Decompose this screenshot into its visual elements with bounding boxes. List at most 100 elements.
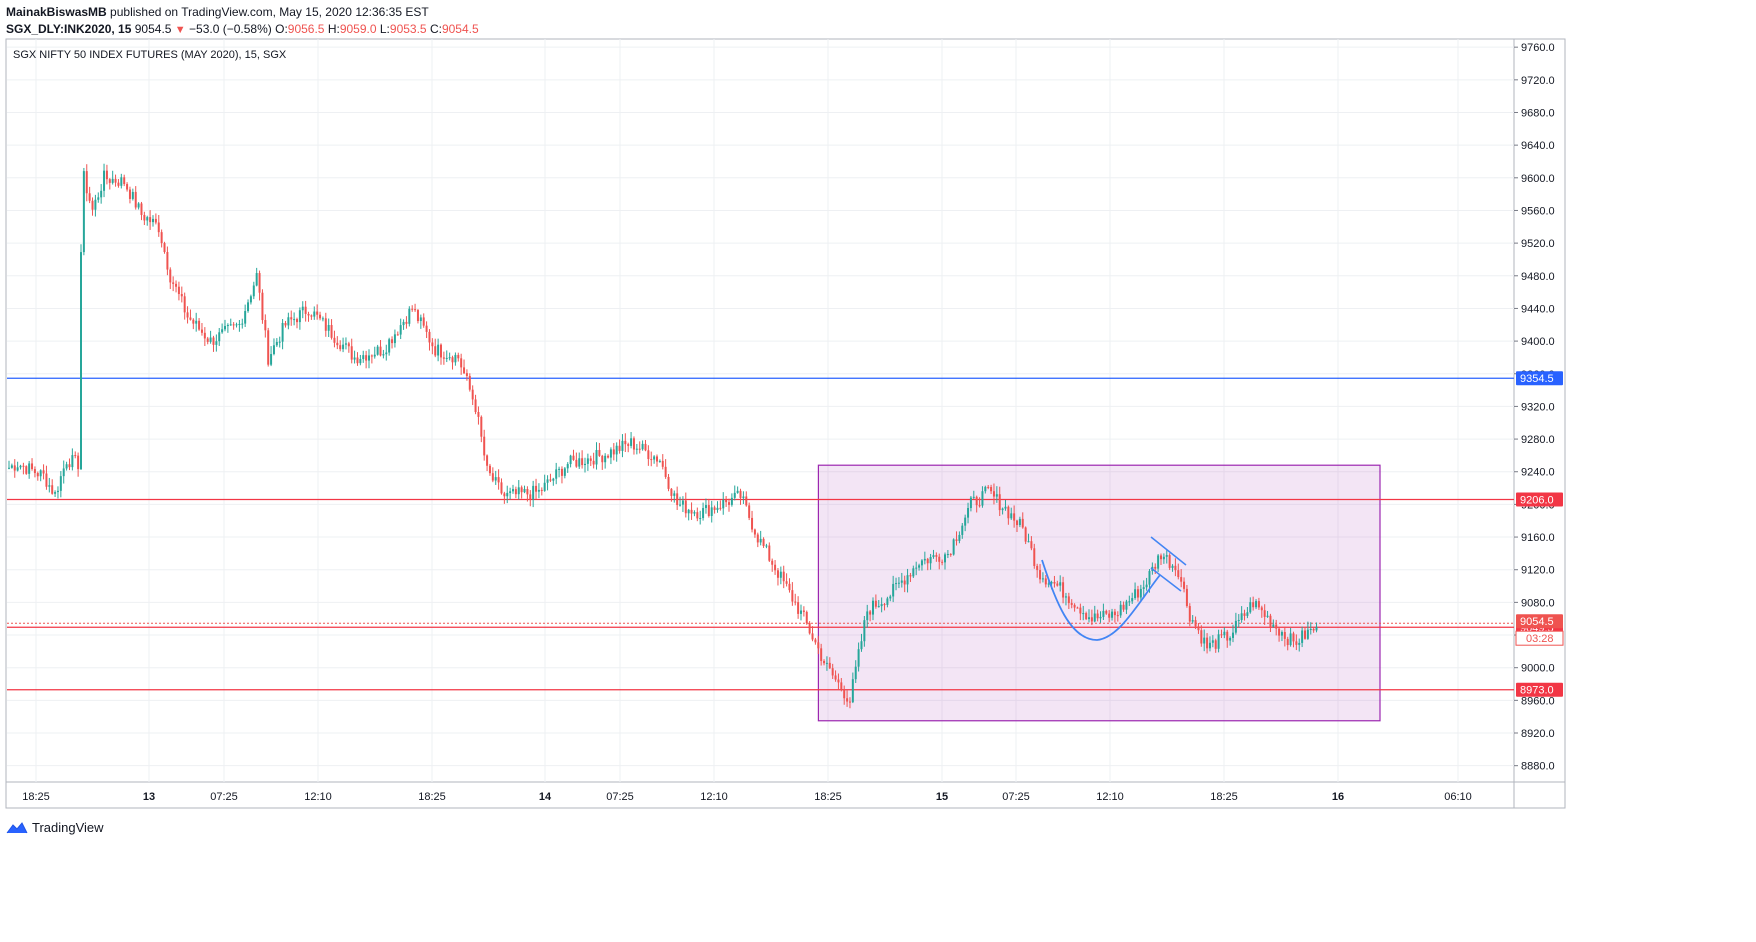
- candle-body: [1260, 607, 1263, 611]
- candle-body: [267, 330, 270, 365]
- candle-body: [874, 600, 877, 607]
- candle-body: [779, 571, 782, 578]
- candle-body: [802, 610, 805, 612]
- candle-body: [111, 178, 114, 183]
- candle-body: [431, 342, 434, 347]
- candle-body: [535, 485, 538, 492]
- candle-body: [846, 698, 849, 702]
- candle-body: [391, 339, 394, 344]
- candle-body: [131, 191, 134, 199]
- candle-body: [1070, 603, 1073, 605]
- candle-body: [618, 445, 621, 451]
- candle-body: [696, 512, 699, 519]
- candle-body: [667, 476, 670, 489]
- candle-body: [1062, 582, 1065, 598]
- x-tick-label: 16: [1332, 791, 1344, 803]
- candle-body: [638, 448, 641, 450]
- candle-body: [1036, 565, 1039, 571]
- candle-body: [474, 399, 477, 412]
- low-value: 9053.5: [389, 22, 427, 36]
- candle-body: [800, 610, 802, 614]
- candle-body: [546, 479, 549, 483]
- candle-body: [912, 568, 915, 577]
- candle-body: [451, 357, 454, 363]
- candle-body: [630, 438, 633, 446]
- candle-body: [221, 329, 224, 333]
- candle-body: [307, 313, 310, 316]
- candle-body: [134, 191, 137, 208]
- last-price: 9054.5: [134, 22, 172, 36]
- candle-body: [851, 679, 854, 703]
- candle-body: [670, 488, 673, 496]
- candle-body: [978, 505, 981, 507]
- candle-body: [1266, 615, 1269, 617]
- candle-body: [1076, 607, 1079, 609]
- candle-body: [154, 218, 157, 223]
- candle-body: [1059, 582, 1062, 586]
- candle-body: [710, 507, 713, 516]
- ohlc-legend: SGX_DLY:INK2020, 15 9054.5 ▼ −53.0 (−0.5…: [6, 22, 479, 36]
- candle-body: [918, 565, 921, 568]
- candle-body: [526, 489, 529, 495]
- candle-body: [704, 505, 707, 509]
- candle-body: [684, 500, 687, 514]
- candle-body: [1064, 596, 1067, 598]
- candle-body: [952, 539, 955, 555]
- candle-body: [1289, 633, 1292, 646]
- candles: [8, 163, 1318, 709]
- candle-body: [238, 323, 241, 325]
- tradingview-logo[interactable]: TradingView: [6, 820, 104, 835]
- candle-body: [74, 455, 77, 457]
- candle-body: [866, 611, 869, 621]
- candle-body: [584, 463, 586, 466]
- candle-body: [941, 561, 944, 563]
- candle-body: [1148, 571, 1151, 585]
- publisher-name[interactable]: MainakBiswasMB: [6, 5, 107, 19]
- candle-body: [745, 496, 748, 506]
- candle-body: [756, 534, 759, 543]
- candle-body: [388, 339, 391, 353]
- candle-body: [290, 317, 293, 320]
- candle-body: [261, 292, 264, 321]
- candle-body: [465, 373, 468, 376]
- candle-body: [509, 491, 512, 493]
- candle-body: [503, 493, 506, 497]
- candle-body: [549, 479, 552, 481]
- candle-body: [1255, 601, 1258, 608]
- x-tick-label: 07:25: [210, 791, 238, 803]
- candle-body: [258, 273, 261, 293]
- candle-body: [336, 342, 339, 346]
- y-tick-label: 9560.0: [1521, 205, 1555, 217]
- candle-body: [88, 193, 91, 201]
- candle-body: [653, 456, 656, 460]
- candle-body: [837, 679, 840, 683]
- candle-body: [1154, 566, 1157, 569]
- y-tick-label: 9600.0: [1521, 173, 1555, 185]
- flag-lower-line: [1150, 567, 1182, 592]
- candle-body: [707, 505, 710, 516]
- candle-body: [1237, 619, 1240, 621]
- candle-body: [1082, 613, 1085, 615]
- candle-body: [48, 485, 51, 487]
- candle-body: [454, 354, 457, 363]
- candle-body: [990, 487, 993, 492]
- y-tick-label: 8960.0: [1521, 695, 1555, 707]
- candle-body: [287, 317, 290, 326]
- candle-body: [405, 321, 408, 324]
- candle-body: [327, 325, 330, 331]
- x-tick-label: 12:10: [304, 791, 332, 803]
- candle-body: [463, 367, 466, 374]
- candle-body: [693, 512, 696, 514]
- candle-body: [1013, 513, 1016, 521]
- candle-body: [860, 641, 863, 650]
- candle-body: [1203, 637, 1206, 644]
- candle-body: [1093, 613, 1096, 622]
- candle-body: [716, 507, 719, 510]
- symbol-label[interactable]: SGX_DLY:INK2020, 15: [6, 22, 132, 36]
- candle-body: [1168, 555, 1171, 568]
- candle-body: [664, 466, 667, 477]
- candle-body: [650, 459, 653, 461]
- candle-body: [926, 558, 929, 564]
- candle-body: [28, 463, 31, 474]
